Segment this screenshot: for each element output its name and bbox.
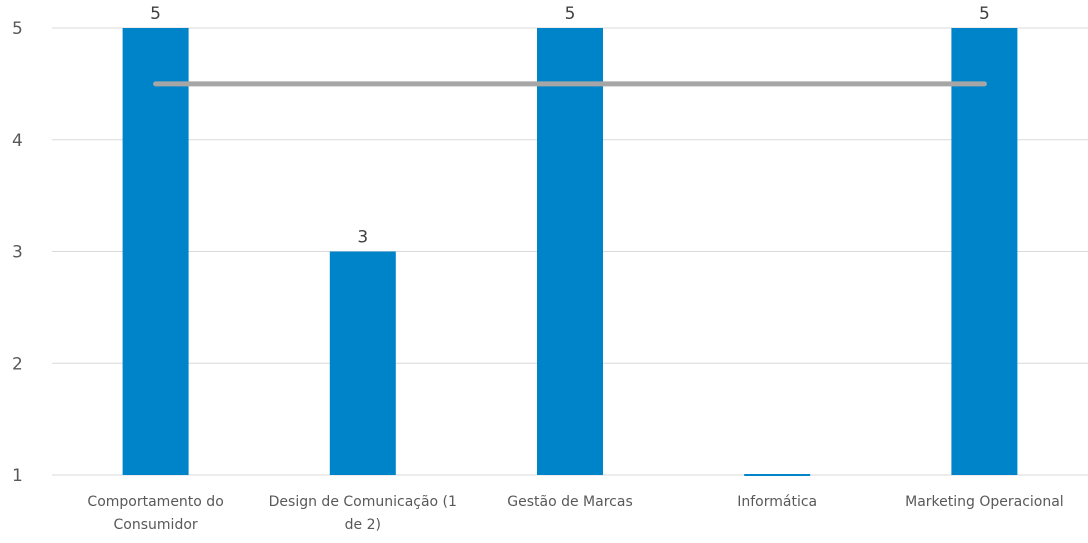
y-tick-label-4: 4: [12, 131, 23, 151]
category-label-line: Consumidor: [114, 517, 198, 533]
data-label-0: 5: [150, 4, 161, 24]
category-label-line: Design de Comunicação (1: [269, 494, 457, 510]
y-axis-tick-labels: 1 2 3 4 5: [12, 19, 23, 486]
bar-4: [951, 28, 1018, 475]
bar-1: [329, 251, 396, 475]
data-labels: 5 3 5 5: [150, 4, 990, 248]
data-label-1: 3: [357, 228, 368, 248]
y-tick-label-3: 3: [12, 243, 23, 263]
bar-2: [537, 28, 603, 475]
category-label-4: Marketing Operacional: [905, 494, 1064, 510]
category-label-line: Informática: [737, 494, 817, 510]
category-label-1: Design de Comunicação (1 de 2): [269, 494, 457, 533]
category-label-line: Marketing Operacional: [905, 494, 1064, 510]
category-label-line: Gestão de Marcas: [507, 494, 632, 510]
data-label-2: 5: [565, 4, 576, 24]
category-label-2: Gestão de Marcas: [507, 494, 632, 510]
y-tick-label-5: 5: [12, 19, 23, 39]
bar-3: [744, 474, 811, 476]
y-tick-label-2: 2: [12, 354, 23, 374]
x-axis-category-labels: Comportamento do Consumidor Design de Comu…: [87, 494, 1063, 533]
category-label-0: Comportamento do Consumidor: [87, 494, 223, 533]
bar-0: [122, 28, 189, 475]
category-label-3: Informática: [737, 494, 817, 510]
category-label-line: de 2): [345, 517, 381, 533]
data-label-4: 5: [979, 4, 990, 24]
category-label-line: Comportamento do: [87, 494, 223, 510]
y-tick-label-1: 1: [12, 466, 23, 486]
bars: [122, 28, 1018, 476]
